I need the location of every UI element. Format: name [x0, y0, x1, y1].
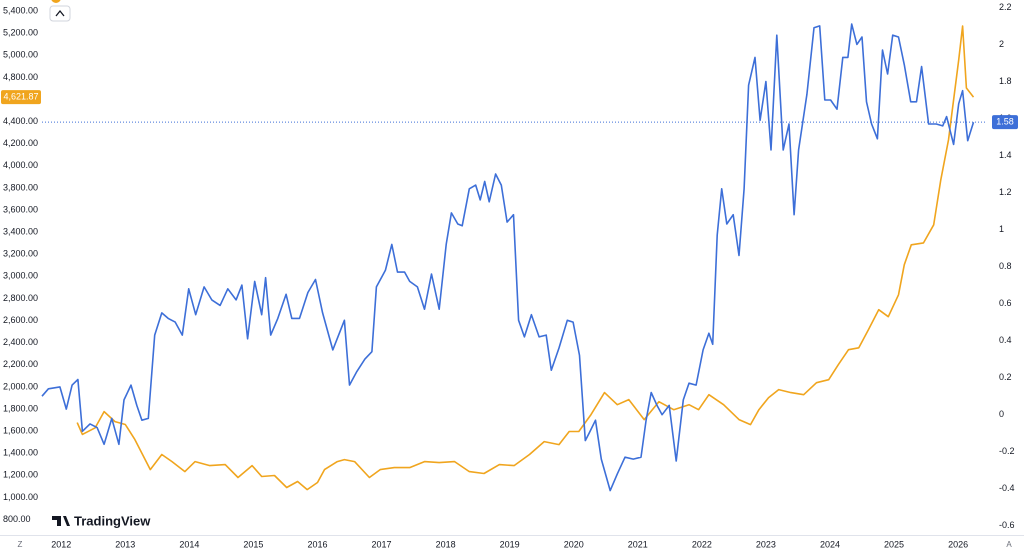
y-tick-label: 3,600.00: [3, 204, 38, 214]
y2-tick-label: 1.2: [999, 187, 1012, 197]
y-tick-label: 3,200.00: [3, 249, 38, 259]
x-tick-label: 2026: [948, 539, 968, 549]
x-tick-label: 2018: [436, 539, 456, 549]
x-tick-label: 2015: [243, 539, 263, 549]
y-tick-label: 2,400.00: [3, 337, 38, 347]
axis-button[interactable]: Z: [18, 540, 23, 549]
y2-tick-label: 1: [999, 224, 1004, 234]
y2-tick-label: -0.6: [999, 520, 1015, 530]
x-tick-label: 2019: [500, 539, 520, 549]
y2-tick-label: -0.2: [999, 446, 1015, 456]
x-tick-label: 2013: [115, 539, 135, 549]
x-tick-label: 2012: [51, 539, 71, 549]
x-tick-label: 2014: [179, 539, 199, 549]
x-tick-label: 2020: [564, 539, 584, 549]
x-tick-label: 2025: [884, 539, 904, 549]
price-tag: [992, 115, 1018, 130]
series-line: [76, 25, 975, 491]
y2-tick-label: 2.2: [999, 2, 1012, 12]
y-tick-label: 1,200.00: [3, 470, 38, 480]
y-tick-label: 4,200.00: [3, 138, 38, 148]
y-tick-label: 3,800.00: [3, 182, 38, 192]
y-tick-label: 3,000.00: [3, 271, 38, 281]
y-tick-label: 1,600.00: [3, 425, 38, 435]
y2-tick-label: 0.4: [999, 335, 1012, 345]
price-tag-label: 4,621.87: [3, 91, 38, 101]
x-tick-label: 2024: [820, 539, 840, 549]
y-tick-label: 3,400.00: [3, 227, 38, 237]
y-tick-label: 5,000.00: [3, 50, 38, 60]
x-tick-label: 2017: [372, 539, 392, 549]
y-tick-label: 4,000.00: [3, 160, 38, 170]
legend-marker: [51, 0, 61, 3]
series-line: [41, 23, 975, 492]
y-tick-label: 5,200.00: [3, 28, 38, 38]
price-tag: [1, 90, 41, 105]
y-tick-label: 2,600.00: [3, 315, 38, 325]
y-tick-label: 2,200.00: [3, 359, 38, 369]
logo-icon: [52, 516, 70, 526]
y-tick-label: 4,400.00: [3, 116, 38, 126]
y-tick-label: 1,400.00: [3, 448, 38, 458]
y-tick-label: 2,000.00: [3, 381, 38, 391]
x-tick-label: 2016: [307, 539, 327, 549]
y-tick-label: 800.00: [3, 514, 31, 524]
y2-tick-label: 1.4: [999, 150, 1012, 160]
axis-button[interactable]: A: [1006, 540, 1012, 549]
y-tick-label: 5,400.00: [3, 5, 38, 15]
collapse-button[interactable]: [49, 5, 71, 22]
y2-tick-label: 0.2: [999, 372, 1012, 382]
y2-tick-label: 1.8: [999, 76, 1012, 86]
y-tick-label: 1,800.00: [3, 403, 38, 413]
y2-tick-label: 0: [999, 409, 1004, 419]
x-tick-label: 2023: [756, 539, 776, 549]
x-tick-label: 2021: [628, 539, 648, 549]
y-tick-label: 4,800.00: [3, 72, 38, 82]
y2-tick-label: -0.4: [999, 483, 1015, 493]
x-tick-label: 2022: [692, 539, 712, 549]
y-tick-label: 1,000.00: [3, 492, 38, 502]
y2-tick-label: 0.6: [999, 298, 1012, 308]
watermark: TradingView: [74, 513, 151, 528]
y2-tick-label: 2: [999, 39, 1004, 49]
y-tick-label: 2,800.00: [3, 293, 38, 303]
price-tag-label: 1.58: [996, 117, 1014, 127]
y2-tick-label: 0.8: [999, 261, 1012, 271]
